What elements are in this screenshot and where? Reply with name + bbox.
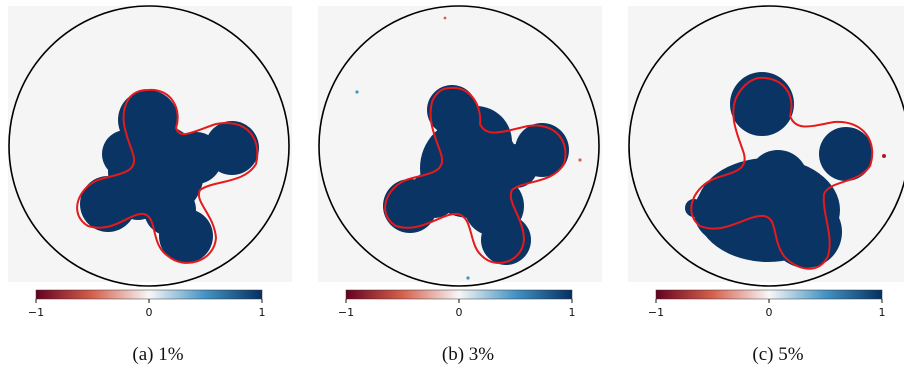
caption-b: (b) 3% [441,344,495,365]
panel-a: −1 0 1 (a) 1% [8,0,308,376]
colorbar [35,289,263,300]
caption-c: (c) 5% [752,344,804,365]
colorbar-max-label: 1 [879,306,886,319]
colorbar-mid-label: 0 [766,306,773,319]
colorbar [655,289,883,300]
panel-a-figure: −1 0 1 [8,5,292,319]
domain-circle [8,5,290,287]
domain-circle [628,5,904,287]
noise-speckle [882,154,886,158]
panel-b: −1 0 1 (b) 3% [318,0,618,376]
panel-b-figure: −1 0 1 [318,5,602,319]
noise-speckles [355,16,582,280]
colorbar-min-label: −1 [28,306,44,319]
true-boundary-curve [76,88,259,264]
domain-circle [318,5,600,287]
reconstructed-blob [685,72,873,268]
caption-a: (a) 1% [132,344,184,365]
colorbar-mid-label: 0 [456,306,463,319]
colorbar-mid-label: 0 [146,306,153,319]
panel-c-figure: −1 0 1 [628,5,904,319]
colorbar-max-label: 1 [259,306,266,319]
reconstructed-blob [383,85,569,265]
colorbar-max-label: 1 [569,306,576,319]
colorbar-min-label: −1 [338,306,354,319]
true-boundary-curve [690,76,874,270]
colorbar-min-label: −1 [648,306,664,319]
true-boundary-curve [384,86,567,264]
colorbar [345,289,573,300]
panel-c: −1 0 1 (c) 5% [628,0,904,376]
